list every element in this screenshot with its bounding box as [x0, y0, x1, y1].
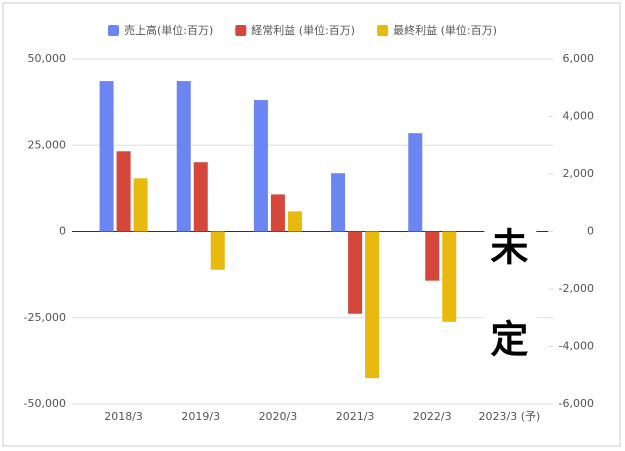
bar: [253, 100, 268, 232]
bar: [287, 211, 302, 232]
x-tick-label: 2022/3: [413, 410, 452, 423]
x-tick-label: 2023/3 (予): [479, 410, 541, 423]
bar: [210, 231, 225, 270]
y2-tick-label: 4,000: [563, 110, 595, 123]
annotation-box: [484, 200, 537, 390]
bar: [176, 81, 191, 232]
y-tick-label: 25,000: [28, 138, 67, 151]
bar: [442, 231, 457, 322]
x-tick-label: 2020/3: [259, 410, 298, 423]
bar: [270, 194, 285, 232]
annotation: 未: [490, 226, 528, 270]
bar: [365, 231, 380, 379]
x-tick-label: 2018/3: [104, 410, 143, 423]
legend-swatch: [235, 25, 247, 36]
y2-tick-label: 0: [587, 225, 594, 238]
legend-label: 経常利益 (単位:百万): [251, 23, 355, 37]
y-tick-label: -25,000: [24, 311, 66, 324]
x-tick-label: 2019/3: [181, 410, 220, 423]
bar: [133, 178, 148, 232]
y2-tick-label: -2,000: [559, 282, 594, 295]
bar: [99, 81, 114, 232]
y2-tick-label: 2,000: [563, 167, 595, 180]
bar: [331, 173, 346, 232]
annotation: 定: [490, 318, 528, 362]
bar: [348, 231, 363, 314]
bar: [408, 133, 423, 232]
y-tick-label: 50,000: [28, 52, 67, 65]
legend-swatch: [108, 25, 119, 36]
bar: [193, 162, 208, 232]
legend-label: 最終利益 (単位:百万): [393, 23, 497, 37]
y2-tick-label: -6,000: [559, 397, 594, 410]
y2-tick-label: -4,000: [559, 340, 594, 353]
x-tick-label: 2021/3: [336, 410, 375, 423]
legend-swatch: [377, 25, 389, 36]
legend-label: 売上高(単位:百万): [124, 23, 213, 37]
bar: [425, 231, 440, 281]
y-tick-label: -50,000: [24, 397, 66, 410]
y-tick-label: 0: [59, 225, 66, 238]
bar: [116, 151, 131, 232]
y2-tick-label: 6,000: [563, 52, 595, 65]
